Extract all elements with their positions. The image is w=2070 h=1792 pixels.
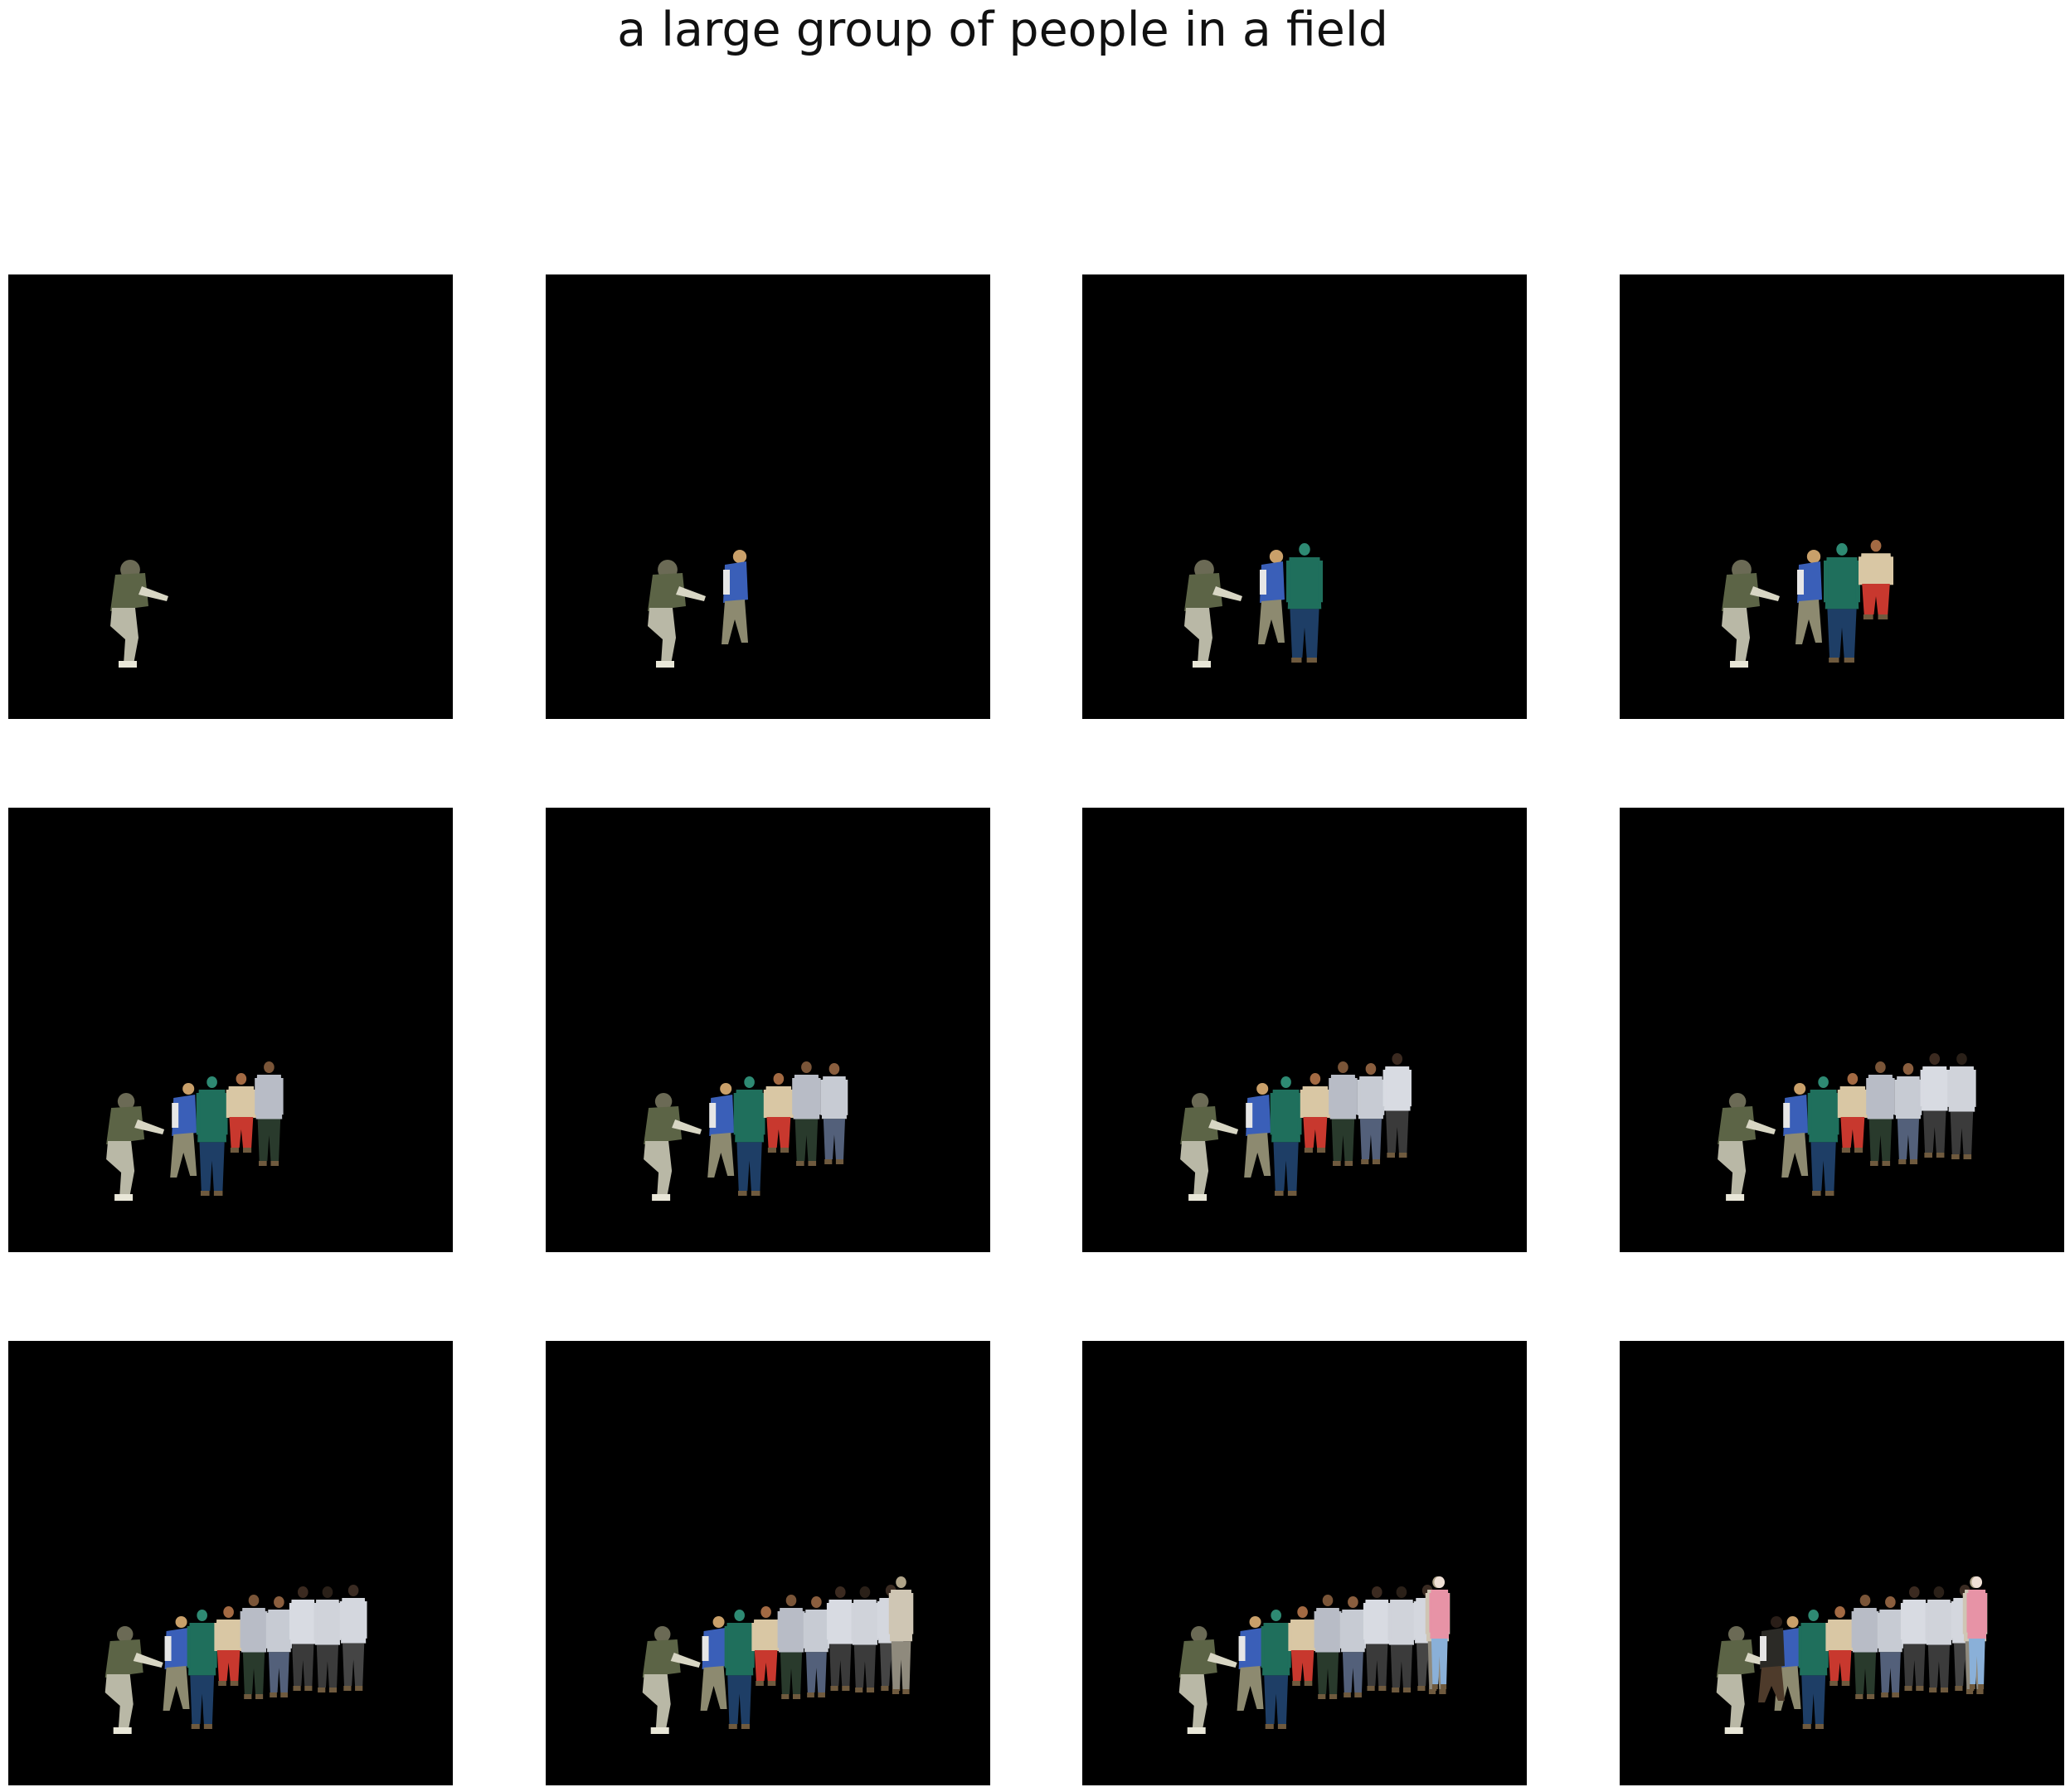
image-panel	[8, 274, 453, 719]
image-panel	[546, 808, 990, 1252]
person-figure	[313, 1586, 342, 1692]
image-panel	[546, 1341, 990, 1785]
person-figure	[722, 550, 748, 644]
person-figure	[1300, 1073, 1330, 1153]
panel-scene	[1620, 1341, 2064, 1785]
person-figure	[1877, 1596, 1903, 1697]
person-figure	[255, 1061, 284, 1166]
person-figure	[240, 1595, 268, 1699]
person-figure	[724, 1610, 755, 1729]
person-figure	[642, 1626, 701, 1734]
person-figure	[1718, 1093, 1776, 1201]
person-figure	[339, 1585, 367, 1691]
image-panel	[1082, 1341, 1527, 1785]
person-figure	[1716, 1626, 1775, 1734]
person-figure	[1925, 1586, 1953, 1692]
person-figure	[1807, 1076, 1839, 1196]
image-panel	[8, 1341, 453, 1785]
panel-scene	[8, 808, 453, 1252]
person-figure	[1178, 1626, 1237, 1734]
person-figure	[1270, 1076, 1302, 1196]
person-figure	[1237, 1616, 1264, 1711]
person-figure	[648, 560, 706, 668]
person-figure	[214, 1606, 243, 1686]
panel-scene	[546, 274, 990, 719]
figure-title: a large group of people in a field	[617, 2, 1388, 57]
person-figure	[196, 1076, 228, 1196]
person-figure	[106, 1093, 165, 1201]
image-panel	[8, 808, 453, 1252]
person-figure	[170, 1083, 197, 1178]
person-figure	[1722, 560, 1780, 668]
panel-scene	[8, 1341, 453, 1785]
person-figure	[1966, 1576, 1988, 1689]
person-figure	[1866, 1061, 1895, 1166]
person-figure	[1758, 1616, 1786, 1702]
panel-scene	[1082, 808, 1527, 1252]
panel-scene	[1082, 274, 1527, 719]
person-figure	[163, 1616, 190, 1711]
panel-scene	[1620, 274, 2064, 719]
person-figure	[777, 1595, 805, 1699]
person-figure	[1314, 1595, 1342, 1699]
person-figure	[1947, 1053, 1976, 1159]
panel-scene	[1620, 808, 2064, 1252]
person-figure	[792, 1061, 821, 1166]
person-figure	[104, 1626, 163, 1734]
person-figure	[1387, 1586, 1416, 1692]
person-figure	[1261, 1610, 1291, 1729]
person-figure	[644, 1093, 702, 1201]
person-figure	[1357, 1063, 1385, 1164]
panel-scene	[546, 1341, 990, 1785]
person-figure	[1859, 540, 1893, 619]
person-figure	[820, 1063, 848, 1164]
person-figure	[1851, 1595, 1879, 1699]
panel-scene	[8, 274, 453, 719]
person-figure	[1781, 1083, 1809, 1178]
person-figure	[700, 1616, 727, 1711]
person-figure	[851, 1586, 879, 1692]
person-figure	[226, 1073, 256, 1153]
panel-scene	[546, 808, 990, 1252]
person-figure	[1258, 550, 1285, 644]
person-figure	[1184, 560, 1242, 668]
image-panel	[1082, 808, 1527, 1252]
panel-scene	[1082, 1341, 1527, 1785]
person-figure	[1894, 1063, 1922, 1164]
image-panel	[1082, 274, 1527, 719]
person-figure	[1824, 543, 1860, 663]
person-figure	[733, 1076, 765, 1196]
person-figure	[1795, 550, 1822, 644]
person-figure	[110, 560, 168, 668]
person-figure	[1329, 1061, 1358, 1166]
person-figure	[707, 1083, 735, 1178]
person-figure	[1180, 1093, 1239, 1201]
person-figure	[1920, 1053, 1949, 1158]
person-figure	[1382, 1053, 1412, 1158]
image-panel	[1620, 274, 2064, 719]
person-figure	[888, 1576, 914, 1694]
image-panel	[1620, 808, 2064, 1252]
image-panel	[1620, 1341, 2064, 1785]
person-figure	[1837, 1073, 1868, 1153]
image-panel	[546, 274, 990, 719]
person-figure	[1244, 1083, 1271, 1178]
person-figure	[763, 1073, 794, 1153]
person-figure	[1286, 543, 1323, 663]
person-figure	[1429, 1576, 1450, 1689]
